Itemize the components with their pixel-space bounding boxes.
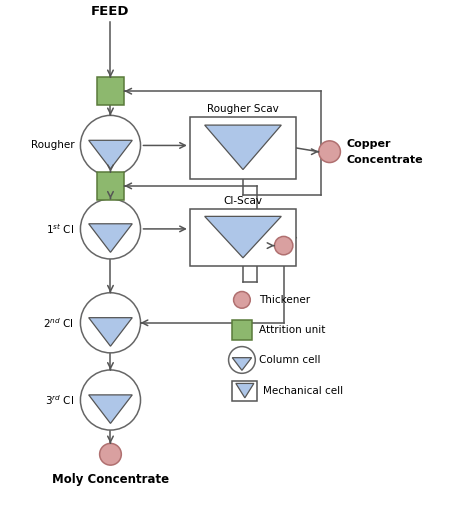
Text: Moly Concentrate: Moly Concentrate: [52, 473, 169, 486]
Bar: [97, 77, 124, 105]
Circle shape: [229, 347, 255, 373]
Bar: [232, 381, 257, 401]
Polygon shape: [236, 383, 254, 398]
Circle shape: [275, 237, 293, 255]
Text: Copper: Copper: [347, 139, 391, 149]
Circle shape: [100, 443, 121, 465]
Polygon shape: [89, 317, 132, 346]
Text: Concentrate: Concentrate: [347, 155, 423, 165]
Circle shape: [81, 370, 141, 430]
Text: Rougher Scav: Rougher Scav: [207, 104, 279, 114]
Bar: [190, 117, 296, 179]
Circle shape: [81, 199, 141, 259]
Text: Attrition unit: Attrition unit: [259, 325, 325, 335]
Circle shape: [81, 115, 141, 176]
Circle shape: [234, 291, 250, 308]
Bar: [190, 209, 296, 266]
Polygon shape: [205, 125, 282, 169]
Polygon shape: [89, 140, 132, 169]
Polygon shape: [232, 358, 251, 370]
Text: FEED: FEED: [91, 5, 130, 18]
Circle shape: [81, 293, 141, 353]
Circle shape: [319, 141, 340, 162]
Text: Mechanical cell: Mechanical cell: [263, 386, 343, 396]
Polygon shape: [89, 224, 132, 252]
Bar: [97, 172, 124, 200]
Text: 1$^{st}$ Cl: 1$^{st}$ Cl: [46, 222, 74, 236]
Polygon shape: [205, 217, 282, 258]
Text: 3$^{rd}$ Cl: 3$^{rd}$ Cl: [45, 393, 74, 407]
Text: Column cell: Column cell: [259, 355, 320, 365]
Text: 2$^{nd}$ Cl: 2$^{nd}$ Cl: [44, 316, 74, 330]
Text: Rougher: Rougher: [31, 140, 74, 151]
Bar: [232, 320, 252, 340]
Text: Cl-Scav: Cl-Scav: [224, 196, 263, 205]
Polygon shape: [89, 395, 132, 423]
Text: Thickener: Thickener: [259, 295, 310, 305]
